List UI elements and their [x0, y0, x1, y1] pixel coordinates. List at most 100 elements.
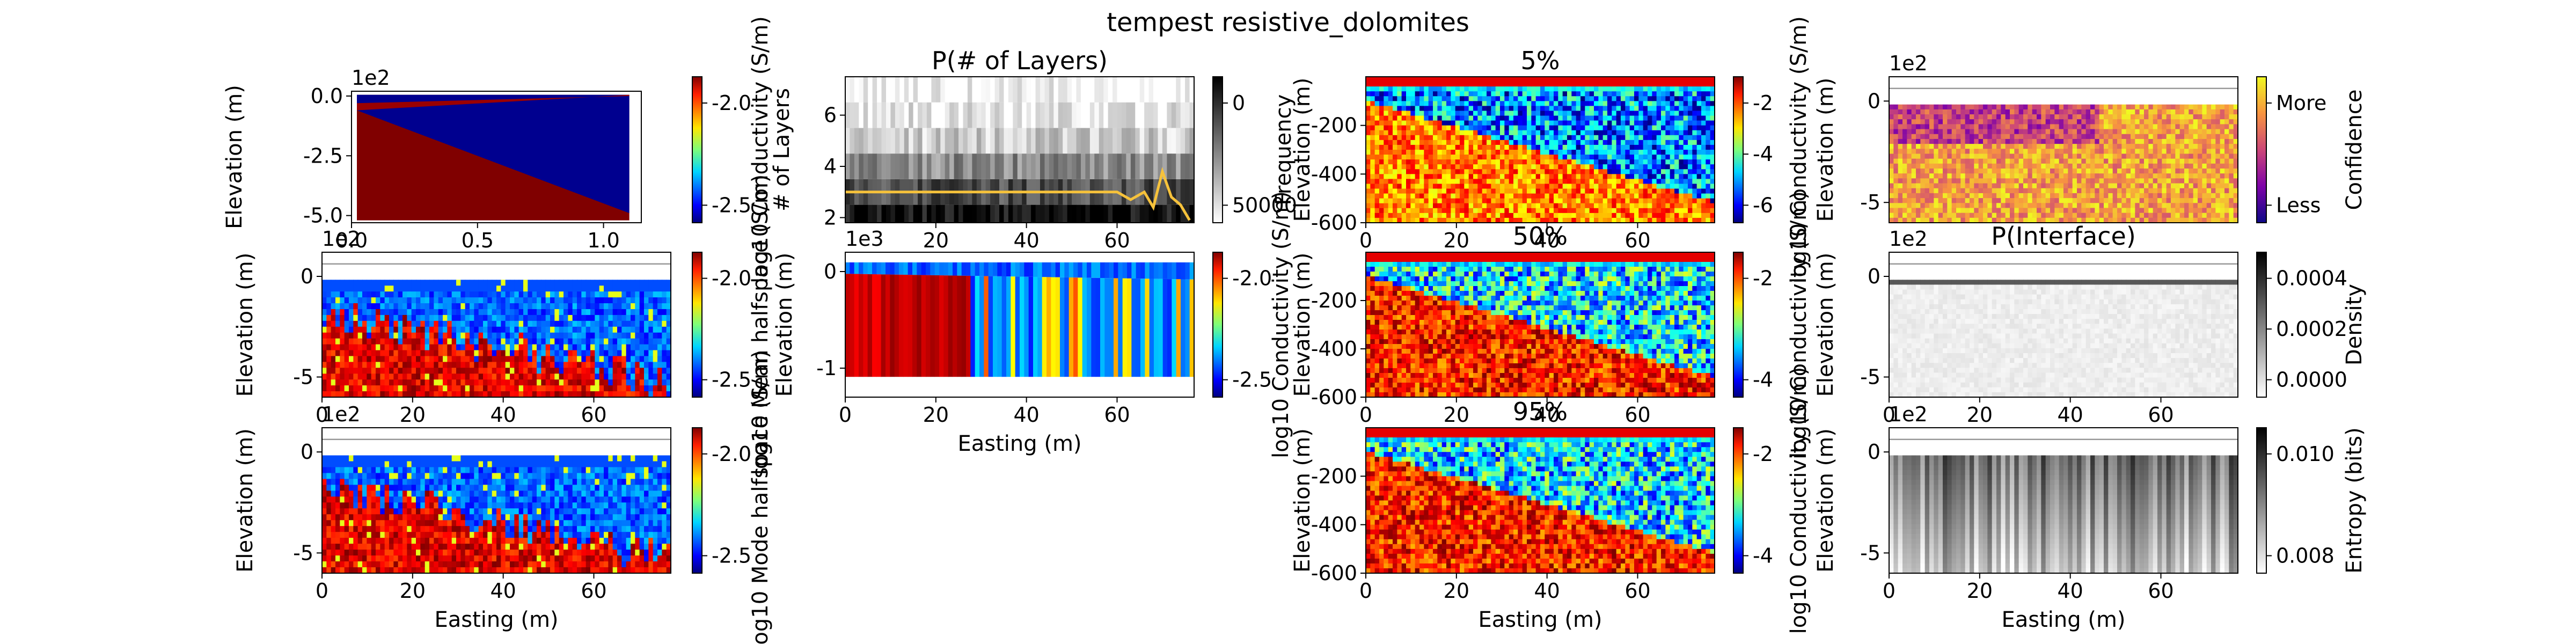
heatmap-cell	[2014, 114, 2019, 120]
heatmap-cell	[2166, 119, 2171, 125]
heatmap-cell	[954, 77, 959, 103]
heatmap-cell	[2229, 109, 2234, 115]
figure-title: tempest resistive_dolomites	[1107, 8, 1469, 38]
heatmap-cell	[2059, 134, 2064, 140]
heatmap-cell	[1612, 155, 1617, 160]
heatmap-cell	[1518, 135, 1523, 141]
heatmap-cell	[344, 350, 349, 357]
heatmap-cell	[1446, 111, 1451, 116]
x-tick-label: 60	[1104, 229, 1130, 252]
heatmap-cell	[1374, 164, 1380, 170]
heatmap-cell	[2233, 138, 2238, 144]
heatmap-cell	[1656, 174, 1662, 179]
heatmap-cell	[1495, 115, 1501, 121]
heatmap-cell	[1099, 77, 1104, 103]
heatmap-cell	[1607, 86, 1612, 92]
heatmap-cell	[1629, 164, 1635, 170]
heatmap-cell	[1916, 183, 1921, 189]
heatmap-cell	[1598, 120, 1604, 126]
heatmap-cell	[1924, 163, 1930, 169]
heatmap-cell	[2206, 198, 2212, 203]
heatmap-cell	[1366, 208, 1371, 214]
heatmap-cell	[1589, 179, 1594, 185]
heatmap-cell	[1634, 150, 1639, 155]
heatmap-cell	[1978, 198, 1984, 203]
heatmap-cell	[2206, 178, 2212, 184]
heatmap-cell	[1406, 140, 1411, 145]
heatmap-cell	[344, 362, 349, 368]
heatmap-cell	[1688, 96, 1693, 101]
heatmap-cell	[1902, 193, 1907, 199]
heatmap-cell	[1612, 188, 1617, 194]
heatmap-cell	[1464, 77, 1469, 82]
heatmap-cell	[1692, 115, 1697, 121]
heatmap-cell	[1648, 164, 1652, 170]
heatmap-cell	[2229, 119, 2234, 125]
heatmap-cell	[1978, 193, 1984, 199]
heatmap-cell	[1638, 198, 1644, 204]
heatmap-cell	[1710, 82, 1715, 87]
heatmap-cell	[1898, 178, 1903, 184]
heatmap-cell	[1419, 208, 1424, 214]
heatmap-cell	[2077, 138, 2082, 144]
heatmap-cell	[1554, 217, 1558, 223]
heatmap-cell	[1598, 101, 1604, 106]
heatmap-cell	[1911, 144, 1916, 149]
heatmap-cell	[863, 77, 868, 103]
heatmap-cell	[1943, 198, 1948, 203]
heatmap-cell	[1661, 179, 1666, 185]
heatmap-cell	[1594, 184, 1599, 189]
heatmap-cell	[1911, 178, 1916, 184]
heatmap-cell	[1983, 217, 1988, 223]
heatmap-cell	[2206, 109, 2212, 115]
heatmap-cell	[2054, 183, 2060, 189]
heatmap-cell	[1652, 174, 1657, 179]
heatmap-cell	[2095, 119, 2100, 125]
heatmap-cell	[940, 128, 946, 154]
heatmap-cell	[2045, 144, 2051, 149]
heatmap-cell	[2005, 203, 2010, 209]
heatmap-cell	[1629, 96, 1635, 101]
heatmap-cell	[1960, 203, 1966, 209]
heatmap-cell	[1902, 104, 1907, 110]
heatmap-cell	[1495, 179, 1501, 185]
heatmap-cell	[1992, 178, 1997, 184]
heatmap-cell	[1643, 155, 1648, 160]
heatmap-cell	[1974, 188, 1979, 194]
heatmap-cell	[1558, 111, 1563, 116]
heatmap-cell	[1545, 115, 1550, 121]
heatmap-cell	[1956, 163, 1961, 169]
heatmap-cell	[1401, 106, 1407, 112]
heatmap-cell	[2090, 163, 2095, 169]
heatmap-cell	[2001, 163, 2006, 169]
heatmap-cell	[1580, 120, 1585, 126]
heatmap-cell	[2023, 158, 2028, 164]
heatmap-cell	[1683, 96, 1688, 101]
heatmap-cell	[2171, 144, 2176, 149]
heatmap-cell	[2220, 193, 2225, 199]
heatmap-cell	[1004, 204, 1009, 223]
heatmap-cell	[2085, 208, 2091, 214]
heatmap-cell	[1554, 208, 1558, 214]
heatmap-cell	[1889, 178, 1894, 184]
heatmap-cell	[1437, 217, 1443, 223]
heatmap-cell	[2104, 217, 2109, 223]
heatmap-cell	[1464, 169, 1469, 174]
heatmap-cell	[1625, 217, 1630, 223]
heatmap-cell	[2157, 203, 2162, 209]
heatmap-cell	[1424, 169, 1429, 174]
heatmap-cell	[1370, 217, 1375, 223]
heatmap-cell	[850, 204, 855, 223]
heatmap-cell	[1433, 120, 1438, 126]
heatmap-cell	[1629, 135, 1635, 141]
heatmap-cell	[1656, 213, 1662, 218]
heatmap-cell	[1545, 188, 1550, 194]
heatmap-cell	[1540, 203, 1545, 209]
heatmap-cell	[2175, 119, 2180, 125]
heatmap-cell	[2108, 114, 2113, 120]
heatmap-cell	[2063, 149, 2068, 155]
heatmap-cell	[1929, 144, 1934, 149]
heatmap-cell	[1665, 111, 1671, 116]
heatmap-cell	[881, 204, 887, 223]
heatmap-cell	[1688, 213, 1693, 218]
